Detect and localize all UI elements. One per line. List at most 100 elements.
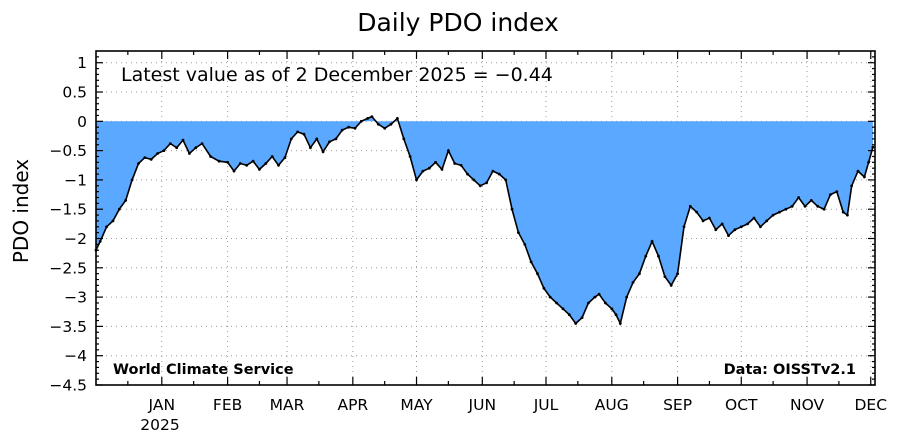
pdo-data-point (478, 184, 482, 188)
pdo-data-point (850, 184, 854, 188)
pdo-data-point (111, 219, 115, 223)
y-axis-label: PDO index (9, 159, 33, 263)
pdo-data-point (309, 146, 312, 150)
pdo-data-point (657, 254, 660, 258)
pdo-data-point (105, 225, 108, 229)
x-tick-label: JAN (148, 396, 176, 414)
y-tick-label: −3 (64, 289, 87, 307)
pdo-data-point (580, 316, 584, 319)
pdo-data-point (143, 156, 147, 160)
pdo-data-point (421, 169, 425, 173)
pdo-data-point (784, 207, 788, 211)
pdo-data-point (238, 162, 242, 165)
pdo-data-point (447, 149, 450, 153)
x-tick-label: APR (337, 396, 368, 414)
pdo-data-point (162, 149, 166, 153)
pdo-data-point (523, 243, 527, 246)
grid-lines (96, 51, 875, 385)
y-tick-label: −0.5 (49, 142, 87, 160)
pdo-data-point (650, 240, 654, 243)
pdo-data-point (156, 152, 160, 155)
x-tick-label: SEP (663, 396, 692, 414)
pdo-data-point (669, 284, 673, 287)
pdo-data-point (701, 219, 705, 223)
pdo-data-point (440, 168, 444, 171)
pdo-data-point (638, 272, 641, 276)
pdo-data-point (200, 142, 204, 146)
pdo-data-point (835, 190, 839, 194)
pdo-data-point (188, 152, 191, 155)
pdo-data-point (415, 178, 418, 182)
pdo-data-point (402, 137, 406, 141)
pdo-data-point (797, 196, 800, 199)
pdo-data-point (587, 301, 590, 305)
pdo-data-point (790, 204, 794, 208)
pdo-data-point (714, 228, 718, 232)
line-layer (94, 115, 875, 326)
pdo-data-point (708, 216, 711, 220)
pdo-data-point (209, 155, 213, 158)
pdo-data-point (485, 181, 488, 185)
source-annotation: Data: OISSTv2.1 (724, 362, 856, 378)
area-layer (96, 116, 873, 324)
pdo-data-point (816, 204, 820, 208)
pdo-data-point (124, 199, 128, 202)
pdo-data-point (517, 231, 520, 235)
pdo-data-point (809, 199, 813, 202)
pdo-data-point (168, 142, 172, 146)
pdo-data-point (130, 178, 134, 182)
pdo-data-point (695, 210, 699, 214)
pdo-data-point (739, 225, 743, 229)
pdo-data-point (353, 126, 357, 130)
x-tick-label: DEC (854, 396, 887, 414)
pdo-data-point (727, 234, 730, 238)
pdo-data-point (504, 178, 508, 182)
pdo-data-point (529, 260, 533, 264)
y-tick-label: −1.5 (49, 201, 87, 219)
y-tick-label: −1 (64, 171, 87, 189)
pdo-data-point (682, 225, 686, 229)
pdo-data-point (752, 216, 756, 220)
pdo-data-point (251, 159, 255, 163)
y-tick-label: −2 (64, 230, 87, 248)
pdo-data-point (396, 117, 399, 120)
pdo-data-point (574, 322, 578, 325)
x-tick-labels: JAN FEB MAR APR MAY JUN JUL AUG SEP OCT NOV DEC (148, 396, 887, 414)
pdo-data-point (871, 145, 875, 149)
pdo-data-point (283, 156, 287, 160)
y-tick-label: −2.5 (49, 259, 87, 277)
x-tick-label: JUN (468, 396, 497, 414)
pdo-data-point (389, 122, 393, 126)
pdo-data-point (867, 160, 870, 164)
pdo-data-point (175, 146, 179, 150)
pdo-data-point (370, 115, 374, 118)
pdo-area-fill (96, 116, 873, 324)
y-tick-label: −4.5 (49, 377, 87, 395)
pdo-data-point (334, 137, 338, 141)
y-tick-label: 1 (77, 54, 87, 72)
pdo-data-point (137, 162, 140, 165)
x-tick-label: AUG (595, 396, 629, 414)
credit-annotation: World Climate Service (113, 362, 294, 378)
pdo-data-point (610, 307, 614, 311)
pdo-data-point (340, 128, 344, 132)
pdo-data-point (625, 295, 629, 299)
pdo-data-point (863, 175, 866, 179)
pdo-data-point (453, 162, 457, 165)
pdo-data-point (720, 222, 724, 226)
pdo-data-point (548, 295, 552, 299)
pdo-data-point (822, 207, 826, 211)
pdo-data-point (497, 172, 501, 176)
x-tick-label: OCT (725, 396, 758, 414)
pdo-data-point (644, 254, 648, 258)
pdo-data-point (841, 210, 845, 214)
pdo-data-point (491, 169, 495, 173)
pdo-data-point (258, 168, 261, 171)
y-tick-label: −3.5 (49, 318, 87, 336)
pdo-data-point (232, 169, 236, 173)
pdo-data-point (383, 126, 387, 130)
pdo-data-point (771, 213, 775, 217)
pdo-data-point (856, 169, 860, 173)
pdo-data-point (555, 301, 558, 305)
